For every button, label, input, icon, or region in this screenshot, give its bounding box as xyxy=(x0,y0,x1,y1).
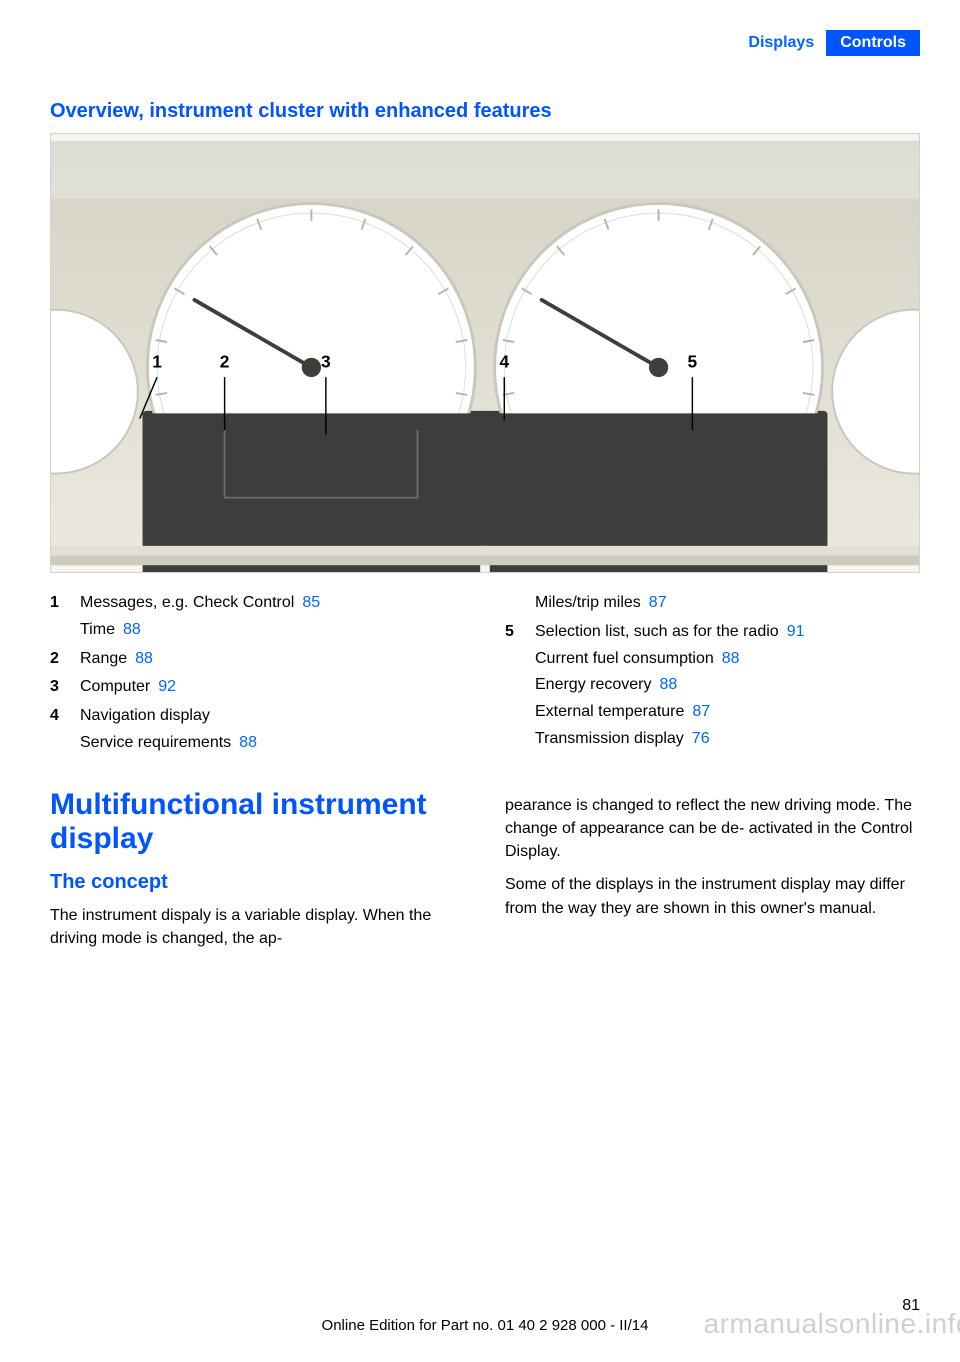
page-reference[interactable]: 91 xyxy=(787,623,805,640)
legend-line: Computer 92 xyxy=(80,675,465,700)
instrument-cluster-diagram: 1 2 3 4 5 xyxy=(50,133,920,573)
legend-line: Miles/trip miles 87 xyxy=(535,591,920,616)
legend-text: External temperature xyxy=(535,703,684,720)
legend-col-left: 1Messages, e.g. Check Control85Time882Ra… xyxy=(50,591,465,760)
page-reference[interactable]: 92 xyxy=(158,678,176,695)
legend-body: Miles/trip miles 87 xyxy=(535,591,920,618)
legend-number: 2 xyxy=(50,647,80,674)
legend-item: 4Navigation display Service requirements 8… xyxy=(50,704,465,758)
concept-paragraph-left: The instrument dispaly is a variable dis… xyxy=(50,904,465,950)
legend-columns: 1Messages, e.g. Check Control85Time882Ra… xyxy=(50,591,920,760)
body-col-left: Multifunctional instrument display The c… xyxy=(50,760,465,960)
page-reference[interactable]: 88 xyxy=(660,676,678,693)
legend-text: Computer xyxy=(80,678,150,695)
page-number: 81 xyxy=(50,1297,920,1315)
legend-text: Energy recovery xyxy=(535,676,652,693)
legend-item: 3Computer 92 xyxy=(50,675,465,702)
legend-item: 2Range 88 xyxy=(50,647,465,674)
legend-line: Messages, e.g. Check Control 85 xyxy=(80,591,465,616)
legend-body: Navigation display Service requirements 88 xyxy=(80,704,465,758)
legend-number-empty xyxy=(505,591,535,618)
part-number-line: Online Edition for Part no. 01 40 2 928 … xyxy=(50,1317,920,1334)
header-section-displays: Displays xyxy=(748,30,826,56)
legend-line: Range 88 xyxy=(80,647,465,672)
legend-col-right: Miles/trip miles875Selection list, such … xyxy=(505,591,920,760)
legend-item: 5Selection list, such as for the radio 91… xyxy=(505,620,920,754)
legend-body: Computer 92 xyxy=(80,675,465,702)
svg-text:1: 1 xyxy=(152,351,162,371)
legend-line: Service requirements 88 xyxy=(80,731,465,756)
svg-text:5: 5 xyxy=(688,351,698,371)
legend-line: Time 88 xyxy=(80,618,465,643)
page-content: Overview, instrument cluster with enhanc… xyxy=(50,100,920,960)
legend-line: Current fuel consumption 88 xyxy=(535,647,920,672)
legend-text: Service requirements xyxy=(80,734,231,751)
page-reference[interactable]: 88 xyxy=(239,734,257,751)
legend-number: 5 xyxy=(505,620,535,754)
page-reference[interactable]: 88 xyxy=(135,650,153,667)
page-reference[interactable]: 87 xyxy=(649,594,667,611)
legend-text: Selection list, such as for the radio xyxy=(535,623,779,640)
page-reference[interactable]: 76 xyxy=(692,730,710,747)
body-col-right: pearance is changed to reflect the new d… xyxy=(505,760,920,960)
page-reference[interactable]: 87 xyxy=(692,703,710,720)
concept-paragraph-right-1: pearance is changed to reflect the new d… xyxy=(505,794,920,864)
heading-multifunctional: Multifunctional instrument display xyxy=(50,788,465,857)
cluster-svg: 1 2 3 4 5 xyxy=(51,134,919,572)
legend-line: Energy recovery 88 xyxy=(535,673,920,698)
legend-text: Messages, e.g. Check Control xyxy=(80,594,294,611)
page-footer: 81 Online Edition for Part no. 01 40 2 9… xyxy=(50,1297,920,1334)
svg-text:4: 4 xyxy=(499,351,509,371)
legend-number: 4 xyxy=(50,704,80,758)
legend-text: Transmission display xyxy=(535,730,684,747)
legend-text: Miles/trip miles xyxy=(535,594,641,611)
legend-item: 1Messages, e.g. Check Control 85 Time 88 xyxy=(50,591,465,645)
header-section-controls: Controls xyxy=(826,30,920,56)
page-reference[interactable]: 88 xyxy=(722,650,740,667)
page-reference[interactable]: 85 xyxy=(302,594,320,611)
page-header: Displays Controls xyxy=(748,30,920,56)
legend-line: Selection list, such as for the radio 91 xyxy=(535,620,920,645)
legend-number: 1 xyxy=(50,591,80,645)
legend-item-continuation: Miles/trip miles 87 xyxy=(505,591,920,618)
legend-number: 3 xyxy=(50,675,80,702)
legend-line: Transmission display 76 xyxy=(535,727,920,752)
legend-line: Navigation display xyxy=(80,704,465,729)
section-title: Overview, instrument cluster with enhanc… xyxy=(50,100,920,123)
svg-text:2: 2 xyxy=(220,351,230,371)
legend-body: Selection list, such as for the radio 91 C… xyxy=(535,620,920,754)
concept-paragraph-right-2: Some of the displays in the instrument d… xyxy=(505,873,920,919)
legend-body: Range 88 xyxy=(80,647,465,674)
body-columns: Multifunctional instrument display The c… xyxy=(50,760,920,960)
legend-text: Range xyxy=(80,650,127,667)
legend-text: Time xyxy=(80,621,115,638)
legend-text: Navigation display xyxy=(80,707,210,724)
legend-text: Current fuel consumption xyxy=(535,650,714,667)
subheading-concept: The concept xyxy=(50,867,465,898)
legend-line: External temperature 87 xyxy=(535,700,920,725)
svg-text:3: 3 xyxy=(321,351,331,371)
page-reference[interactable]: 88 xyxy=(123,621,141,638)
legend-body: Messages, e.g. Check Control 85 Time 88 xyxy=(80,591,465,645)
